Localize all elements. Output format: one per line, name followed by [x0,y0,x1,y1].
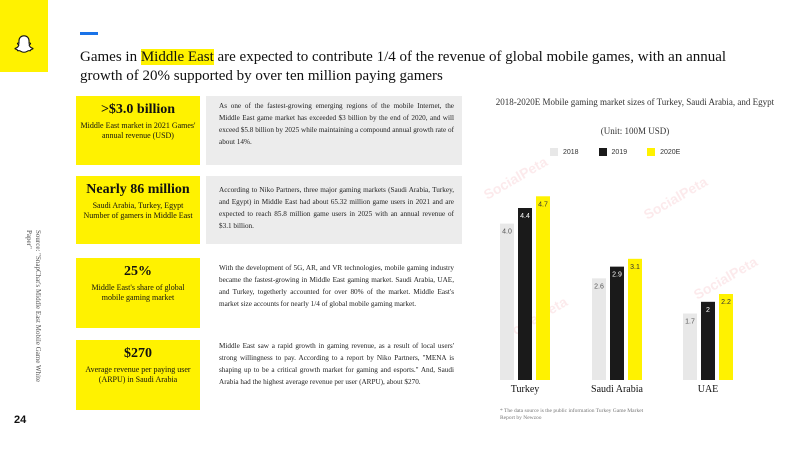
sidebar: Source: "SnapChat's Middle East Mobile G… [0,0,48,450]
sidebar-brand-block [0,0,48,72]
title-accent-bar [80,32,98,35]
snapchat-ghost-icon [14,35,34,53]
legend-item-2019: 2019 [598,148,628,156]
stat-description: As one of the fastest-growing emerging r… [219,102,454,146]
page-title: Games in Middle East are expected to con… [80,48,740,86]
market-size-chart: 2018-2020E Mobile gaming market sizes of… [470,90,800,430]
bar-value-label: 4.4 [520,213,530,220]
stat-caption: Saudi Arabia, Turkey, Egypt Number of ga… [83,201,193,220]
stat-highlight: Nearly 86 million Saudi Arabia, Turkey, … [76,176,200,244]
stat-card-revenue: >$3.0 billion Middle East market in 2021… [76,96,462,165]
stat-value: $270 [124,346,152,361]
title-prefix: Games in [80,49,141,65]
stat-description-box: With the development of 5G, AR, and VR t… [206,258,462,328]
stat-highlight: 25% Middle East's share of global mobile… [76,258,200,328]
legend-swatch [550,148,558,156]
stat-description: With the development of 5G, AR, and VR t… [219,264,454,308]
bar-2018-saudi-arabia [592,278,606,380]
stat-value: 25% [124,264,152,279]
stat-description: Middle East saw a rapid growth in gaming… [219,342,454,386]
bar-value-label: 3.1 [630,264,640,271]
stat-card-gamers: Nearly 86 million Saudi Arabia, Turkey, … [76,176,462,244]
bar-2019-saudi-arabia [610,266,624,380]
bar-2019-uae [701,301,715,380]
bar-2020e-uae [719,294,733,380]
stat-description: According to Niko Partners, three major … [219,186,454,230]
stat-highlight: $270 Average revenue per paying user (AR… [76,340,200,410]
legend-item-2018: 2018 [550,148,579,156]
category-label: Saudi Arabia [591,384,643,395]
stat-value: >$3.0 billion [100,102,176,117]
bar-value-label: 2 [706,307,710,314]
bar-value-label: 1.7 [685,319,695,326]
bar-2018-uae [683,313,697,380]
legend-item-2020e: 2020E [647,148,680,156]
legend-label: 2020E [660,148,681,156]
bar-value-label: 2.2 [721,299,731,306]
legend-swatch [647,148,656,156]
chart-legend: 2018 2019 2020E [550,148,750,156]
title-suffix: are expected to contribute 1/4 of the re… [80,49,727,84]
bar-2018-turkey [500,223,514,380]
page-number: 24 [14,414,27,426]
legend-label: 2019 [611,148,628,156]
stat-caption: Middle East market in 2021 Games' annual… [80,121,196,140]
stat-caption: Average revenue per paying user (ARPU) i… [85,365,191,384]
chart-unit: (Unit: 100M USD) [600,126,670,136]
chart-plot: 4.0 4.4 4.7 Turkey 2.6 2.9 3.1 Saudi Arabia 1.7 2… [500,196,733,395]
stat-highlight: >$3.0 billion Middle East market in 2021… [76,96,200,165]
source-note: Source: "SnapChat's Middle East Mobile G… [25,230,42,383]
bar-value-label: 2.6 [594,283,604,290]
stat-description-box: Middle East saw a rapid growth in gaming… [206,340,462,410]
stat-description-box: According to Niko Partners, three major … [206,176,462,244]
stat-card-arpu: $270 Average revenue per paying user (AR… [76,340,462,410]
bar-2019-turkey [518,208,532,380]
category-label: UAE [698,384,719,395]
category-label: Turkey [511,384,540,395]
bar-2020e-saudi-arabia [628,258,642,380]
bar-value-label: 2.9 [612,272,622,279]
stat-value: Nearly 86 million [86,182,190,197]
chart-title: 2018-2020E Mobile gaming market sizes of… [495,97,775,107]
bar-value-label: 4.7 [538,201,548,208]
chart-footnote: * The data source is the public informat… [500,408,644,421]
stat-caption: Middle East's share of global mobile gam… [91,283,185,302]
stat-card-share: 25% Middle East's share of global mobile… [76,258,462,328]
title-highlight: Middle East [140,49,214,65]
legend-swatch [598,148,607,156]
bar-value-label: 4.0 [502,229,512,236]
legend-label: 2018 [563,148,579,156]
stat-description-box: As one of the fastest-growing emerging r… [206,96,462,165]
bar-2020e-turkey [536,196,550,380]
